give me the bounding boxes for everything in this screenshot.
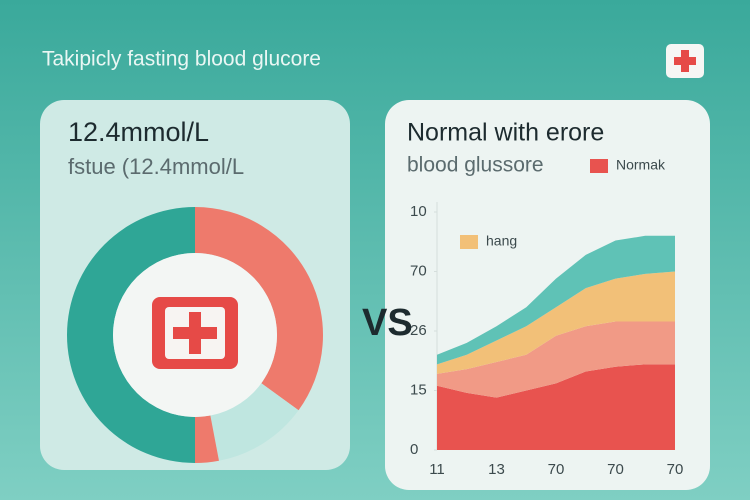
header-icon: [666, 44, 704, 78]
area-layer: [437, 235, 675, 365]
left-subtitle: fstue (12.4mmol/L: [68, 154, 244, 179]
area-layer: [437, 321, 675, 398]
x-tick-label: 70: [548, 461, 565, 478]
donut-segment: [195, 207, 323, 411]
y-tick-label: 0: [410, 441, 418, 458]
legend-swatch: [590, 159, 608, 173]
donut-segment: [195, 415, 219, 463]
right-title: Normal with erore: [407, 119, 604, 147]
y-tick-label: 15: [410, 381, 427, 398]
area-layer: [437, 364, 675, 450]
header-title: Takipicly fasting blood glucore: [42, 48, 321, 71]
left-value: 12.4mmol/L: [68, 117, 209, 147]
donut-segment: [210, 383, 299, 461]
area-chart: 10 70 26 15 0 11 13 70 70 70 Normak hang: [410, 157, 683, 478]
x-tick-label: 11: [429, 461, 445, 478]
area-layer: [437, 271, 675, 374]
legend-swatch: [460, 235, 478, 249]
x-tick-label: 13: [488, 461, 505, 478]
right-subtitle: blood glussore: [407, 154, 544, 177]
vs-label: VS: [362, 302, 413, 344]
x-tick-label: 70: [607, 461, 624, 478]
y-tick-label: 70: [410, 262, 427, 279]
donut-icon: [152, 297, 238, 369]
y-tick-label: 10: [410, 203, 427, 220]
legend-label: Normak: [616, 157, 666, 173]
y-tick-label: 26: [410, 322, 427, 339]
x-tick-label: 70: [667, 461, 684, 478]
legend-label: hang: [486, 233, 517, 249]
donut-segment: [67, 207, 195, 463]
